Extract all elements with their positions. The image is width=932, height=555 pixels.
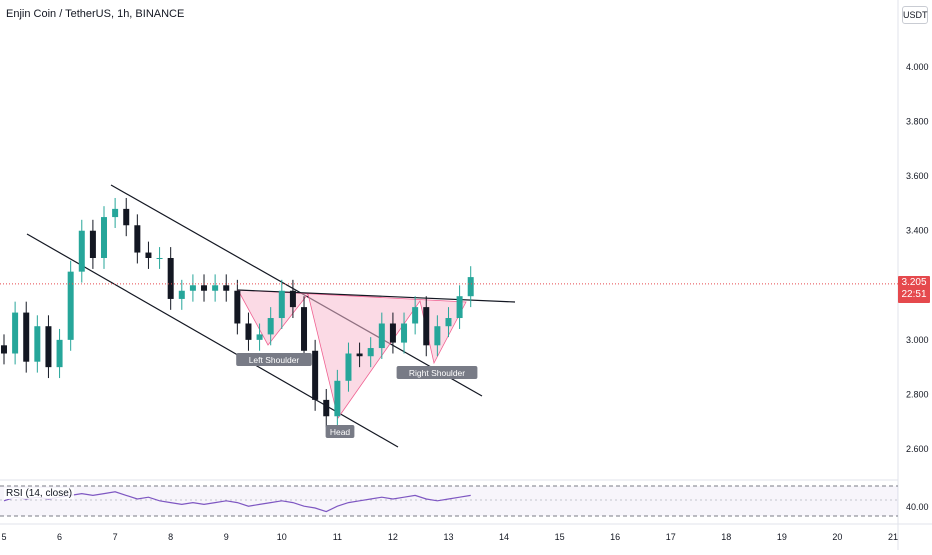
candle-body [123,208,130,226]
right-shoulder-label-box [396,366,478,379]
left-shoulder-label: Left Shoulder [249,355,300,365]
candle-body [301,307,308,351]
rsi-line [3,491,471,513]
candle-body [356,353,363,357]
candle-body [456,296,463,319]
x-tick-label: 18 [721,532,731,542]
candle-body [367,348,374,357]
x-tick-label: 20 [832,532,842,542]
x-tick-label: 5 [1,532,6,542]
y-tick-label: 3.600 [906,171,929,181]
candle-body [212,285,219,291]
x-tick-label: 17 [666,532,676,542]
candle-body [134,225,141,253]
candle-body [434,326,441,346]
x-tick-label: 21 [888,532,898,542]
x-tick-label: 8 [168,532,173,542]
candle-body [378,323,385,349]
candle-body [23,312,30,362]
candle-body [312,350,319,400]
candle-body [256,334,263,340]
candle-body [323,399,330,417]
candle-body [178,290,185,299]
currency-badge[interactable]: USDT [902,6,928,24]
x-tick-label: 11 [333,532,342,542]
candle-body [78,230,85,272]
candle-body [67,271,74,340]
candle-body [12,312,19,354]
candle-body [445,318,452,327]
x-tick-label: 16 [610,532,620,542]
candle-body [1,345,7,354]
y-tick-label: 2.800 [906,389,929,399]
right-shoulder-label: Right Shoulder [409,368,465,378]
candle-body [389,323,396,343]
rsi-indicator-label[interactable]: RSI (14, close) [4,488,75,499]
candle-body [45,326,52,368]
candle-body [267,318,274,335]
channel-upper-line [110,184,483,397]
rsi-band [0,486,898,516]
head-label-box [325,425,355,438]
candle-body [423,307,430,346]
y-tick-label: 2.600 [906,444,929,454]
candle-body [223,285,230,291]
candle-body [245,323,252,340]
rsi-tick-label: 40.00 [906,502,929,512]
candle-body [334,380,341,417]
x-tick-label: 9 [224,532,229,542]
last-price-tag: 3.205 22:51 [898,276,930,303]
y-tick-label: 3.800 [906,117,929,127]
candle-body [101,217,108,259]
x-tick-label: 19 [777,532,787,542]
x-tick-label: 6 [57,532,62,542]
candle-body [89,230,96,259]
x-tick-label: 15 [555,532,565,542]
candle-body [112,208,119,218]
candle-body [401,323,408,343]
candle-body [56,339,63,368]
bar-countdown: 22:51 [901,289,927,300]
candle-body [189,285,196,291]
y-tick-label: 3.000 [906,335,929,345]
candle-body [201,285,208,291]
x-tick-label: 10 [277,532,287,542]
y-tick-label: 3.400 [906,226,929,236]
candle-body [289,290,296,308]
candle-body [278,290,285,319]
x-tick-label: 7 [113,532,118,542]
candle-body [345,353,352,381]
symbol-title: Enjin Coin / TetherUS, 1h, BINANCE [6,8,185,20]
candle-body [167,258,174,299]
candle-body [467,277,474,297]
candle-body [145,252,152,259]
head-label: Head [330,427,351,437]
candle-body [412,307,419,324]
x-tick-label: 13 [443,532,453,542]
last-price-value: 3.205 [901,277,927,288]
y-tick-label: 4.000 [906,62,929,72]
x-tick-label: 14 [499,532,509,542]
left-shoulder-label-box [236,353,312,366]
candle-body [34,326,41,362]
x-tick-label: 12 [388,532,398,542]
candle-body [234,290,241,324]
candle-body [156,258,163,260]
